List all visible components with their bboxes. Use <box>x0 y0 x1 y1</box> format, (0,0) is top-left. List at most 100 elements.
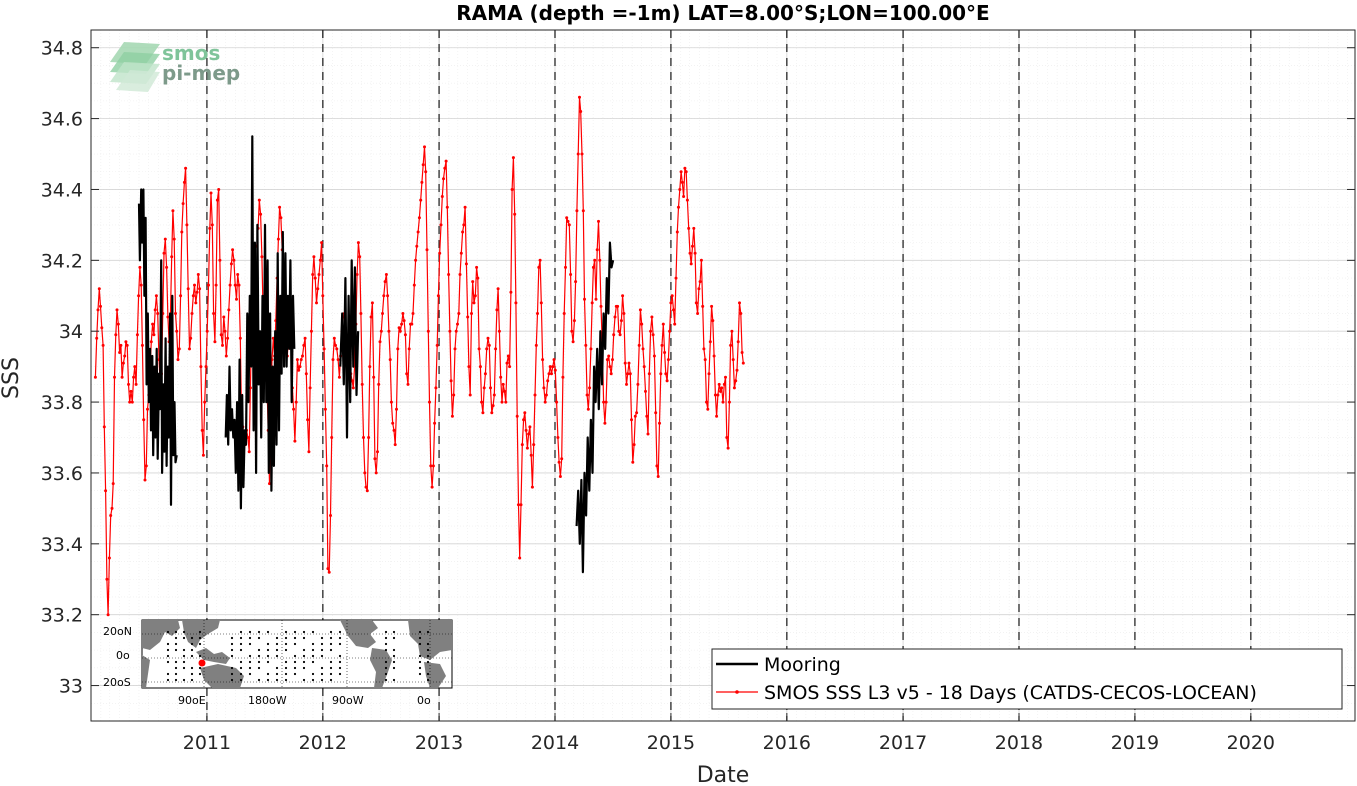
inset-mooring-dot <box>166 630 170 634</box>
smos-point <box>351 386 355 390</box>
inset-mooring-dot <box>418 630 422 634</box>
smos-point <box>628 372 632 376</box>
smos-point <box>378 340 382 344</box>
smos-point <box>572 319 576 323</box>
logo-text-smos: smos <box>162 41 220 65</box>
smos-point <box>583 297 586 301</box>
inset-mooring-dot <box>426 630 430 634</box>
inset-mooring-dot <box>198 654 202 658</box>
inset-mooring-dot <box>311 654 315 658</box>
inset-mooring-dot <box>284 672 288 676</box>
smos-point <box>543 400 547 404</box>
inset-mooring-dot <box>190 666 194 670</box>
legend-box <box>711 648 1343 710</box>
smos-point <box>623 361 627 365</box>
smos-point <box>501 382 505 386</box>
smos-point <box>311 273 315 276</box>
inset-mooring-dot <box>230 642 234 646</box>
smos-point <box>456 322 459 326</box>
inset-mooring-dot <box>275 672 279 676</box>
inset-mooring-dot <box>248 636 252 640</box>
smos-point <box>431 464 435 468</box>
smos-point <box>320 241 324 245</box>
smos-point <box>355 273 359 276</box>
smos-point <box>119 343 123 347</box>
smos-point <box>538 258 542 262</box>
smos-point <box>171 209 175 213</box>
inset-mooring-dot <box>311 630 315 634</box>
smos-point <box>698 280 702 284</box>
smos-point <box>520 443 524 447</box>
smos-point <box>470 312 473 315</box>
smos-point <box>605 358 609 362</box>
smos-point <box>473 294 477 298</box>
smos-point <box>138 265 142 269</box>
smos-point <box>120 375 124 379</box>
smos-point <box>741 361 745 365</box>
smos-point <box>97 287 101 291</box>
smos-point <box>529 453 533 457</box>
smos-point <box>368 365 372 369</box>
smos-point <box>687 226 691 230</box>
smos-point <box>703 358 707 362</box>
smos-point <box>547 372 551 376</box>
smos-point <box>121 361 125 365</box>
smos-point <box>107 556 111 560</box>
smos-point <box>719 389 722 393</box>
smos-point <box>428 400 431 404</box>
smos-point <box>555 400 559 404</box>
inset-mooring-dot <box>392 660 396 664</box>
inset-mooring-dot <box>182 660 186 664</box>
smos-point <box>552 358 556 362</box>
smos-point <box>674 276 678 280</box>
smos-point <box>233 283 237 287</box>
smos-point <box>621 294 625 298</box>
inset-mooring-dot <box>311 648 315 652</box>
smos-point <box>647 372 651 376</box>
inset-mooring-dot <box>166 648 170 652</box>
smos-point <box>434 386 438 390</box>
inset-mooring-dot <box>338 660 342 664</box>
smos-point <box>325 464 329 468</box>
inset-mooring-dot <box>329 636 333 640</box>
smos-point <box>557 460 561 464</box>
smos-point <box>616 304 620 308</box>
inset-mooring-dot <box>302 636 306 640</box>
inset-mooring-dot <box>182 648 186 652</box>
inset-mooring-dot <box>293 666 297 670</box>
inset-mooring-dot <box>426 672 430 676</box>
inset-map: 20oN 0o 20oS 90oE 180oW 90oW 0o <box>103 619 453 707</box>
smos-point <box>318 258 322 262</box>
smos-point <box>480 400 484 404</box>
smos-point <box>415 244 419 248</box>
inset-mooring-dot <box>198 642 202 646</box>
smos-point <box>688 251 692 255</box>
inset-mooring-dot <box>329 672 333 676</box>
smos-point <box>544 393 548 397</box>
smos-point <box>466 315 470 319</box>
smos-point <box>576 152 580 156</box>
smos-point <box>475 265 479 269</box>
inset-mooring-dot <box>418 642 422 646</box>
smos-point <box>386 294 390 298</box>
smos-point <box>509 290 513 294</box>
inset-mooring-dot <box>302 648 306 652</box>
inset-mooring-dot <box>166 654 170 658</box>
inset-mooring-dot <box>230 648 234 652</box>
smos-point <box>195 290 199 294</box>
smos-point <box>739 312 743 315</box>
inset-mooring-dot <box>384 678 388 682</box>
smos-point <box>726 446 730 450</box>
inset-mooring-dot <box>384 660 388 664</box>
inset-mooring-dot <box>418 660 422 664</box>
smos-point <box>294 400 298 404</box>
inset-mooring-dot <box>302 678 306 682</box>
legend: Mooring SMOS SSS L3 v5 - 18 Days (CATDS-… <box>711 648 1343 710</box>
smos-point <box>93 375 97 379</box>
smos-series <box>93 95 745 617</box>
smos-point <box>208 226 212 230</box>
smos-point <box>564 265 567 269</box>
smos-point <box>214 283 218 287</box>
smos-point <box>447 273 451 276</box>
smos-point <box>633 414 637 418</box>
